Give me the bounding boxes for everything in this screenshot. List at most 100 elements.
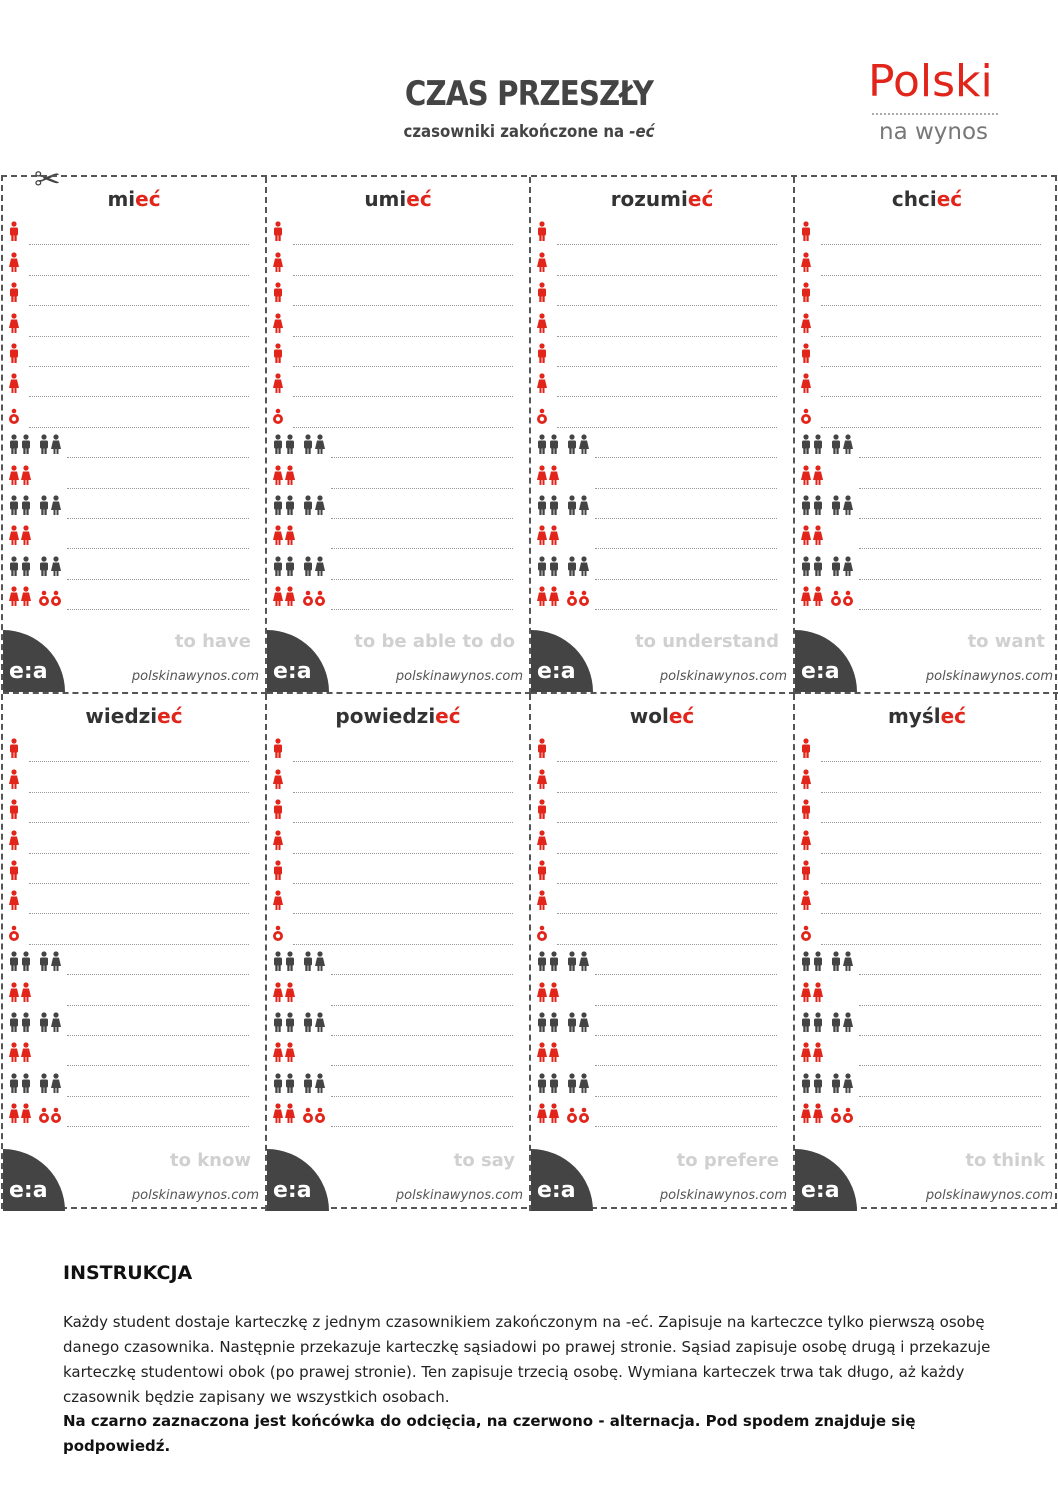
answer-line[interactable] [821, 244, 1041, 246]
answer-line[interactable] [29, 396, 249, 398]
answer-line[interactable] [595, 578, 777, 580]
answer-line[interactable] [67, 1004, 249, 1006]
answer-line[interactable] [67, 1126, 249, 1128]
answer-line[interactable] [557, 426, 777, 428]
answer-line[interactable] [821, 943, 1041, 945]
answer-line[interactable] [293, 426, 513, 428]
answer-line[interactable] [557, 761, 777, 763]
answer-line[interactable] [29, 365, 249, 367]
answer-line[interactable] [331, 578, 513, 580]
answer-line[interactable] [67, 517, 249, 519]
answer-line[interactable] [29, 335, 249, 337]
answer-line[interactable] [557, 852, 777, 854]
answer-line[interactable] [557, 882, 777, 884]
answer-line[interactable] [557, 943, 777, 945]
answer-line[interactable] [331, 1065, 513, 1067]
answer-line[interactable] [595, 548, 777, 550]
answer-line[interactable] [859, 487, 1041, 489]
answer-line[interactable] [293, 943, 513, 945]
answer-line[interactable] [595, 1095, 777, 1097]
answer-line[interactable] [859, 457, 1041, 459]
answer-line[interactable] [331, 548, 513, 550]
answer-line[interactable] [293, 274, 513, 276]
answer-line[interactable] [67, 1065, 249, 1067]
answer-line[interactable] [67, 1034, 249, 1036]
answer-line[interactable] [821, 791, 1041, 793]
answer-line[interactable] [67, 974, 249, 976]
answer-line[interactable] [29, 305, 249, 307]
answer-line[interactable] [557, 244, 777, 246]
answer-line[interactable] [595, 1034, 777, 1036]
answer-line[interactable] [821, 396, 1041, 398]
answer-line[interactable] [595, 457, 777, 459]
answer-line[interactable] [859, 1126, 1041, 1128]
answer-line[interactable] [595, 1065, 777, 1067]
answer-line[interactable] [293, 822, 513, 824]
answer-line[interactable] [821, 913, 1041, 915]
answer-line[interactable] [331, 487, 513, 489]
answer-line[interactable] [293, 244, 513, 246]
answer-line[interactable] [293, 396, 513, 398]
answer-line[interactable] [29, 822, 249, 824]
answer-line[interactable] [859, 517, 1041, 519]
answer-line[interactable] [29, 274, 249, 276]
answer-line[interactable] [293, 913, 513, 915]
answer-line[interactable] [293, 882, 513, 884]
answer-line[interactable] [331, 1004, 513, 1006]
answer-line[interactable] [331, 1095, 513, 1097]
answer-line[interactable] [331, 1034, 513, 1036]
answer-line[interactable] [293, 305, 513, 307]
answer-line[interactable] [595, 487, 777, 489]
answer-line[interactable] [557, 913, 777, 915]
answer-line[interactable] [293, 761, 513, 763]
answer-line[interactable] [29, 426, 249, 428]
answer-line[interactable] [557, 791, 777, 793]
answer-line[interactable] [331, 609, 513, 611]
answer-line[interactable] [859, 974, 1041, 976]
answer-line[interactable] [821, 426, 1041, 428]
answer-line[interactable] [67, 457, 249, 459]
answer-line[interactable] [29, 244, 249, 246]
answer-line[interactable] [67, 609, 249, 611]
answer-line[interactable] [821, 852, 1041, 854]
answer-line[interactable] [557, 305, 777, 307]
answer-line[interactable] [331, 1126, 513, 1128]
answer-line[interactable] [859, 1095, 1041, 1097]
answer-line[interactable] [557, 822, 777, 824]
answer-line[interactable] [557, 365, 777, 367]
answer-line[interactable] [859, 1034, 1041, 1036]
answer-line[interactable] [821, 761, 1041, 763]
answer-line[interactable] [557, 274, 777, 276]
answer-line[interactable] [67, 487, 249, 489]
answer-line[interactable] [595, 1004, 777, 1006]
answer-line[interactable] [821, 274, 1041, 276]
answer-line[interactable] [821, 305, 1041, 307]
answer-line[interactable] [29, 852, 249, 854]
answer-line[interactable] [29, 913, 249, 915]
answer-line[interactable] [293, 335, 513, 337]
answer-line[interactable] [67, 1095, 249, 1097]
answer-line[interactable] [595, 974, 777, 976]
answer-line[interactable] [557, 335, 777, 337]
answer-line[interactable] [821, 365, 1041, 367]
answer-line[interactable] [29, 943, 249, 945]
answer-line[interactable] [859, 609, 1041, 611]
answer-line[interactable] [29, 761, 249, 763]
answer-line[interactable] [293, 852, 513, 854]
answer-line[interactable] [293, 791, 513, 793]
answer-line[interactable] [821, 822, 1041, 824]
answer-line[interactable] [859, 1065, 1041, 1067]
answer-line[interactable] [293, 365, 513, 367]
answer-line[interactable] [331, 517, 513, 519]
answer-line[interactable] [67, 578, 249, 580]
answer-line[interactable] [557, 396, 777, 398]
answer-line[interactable] [821, 335, 1041, 337]
answer-line[interactable] [859, 1004, 1041, 1006]
answer-line[interactable] [331, 457, 513, 459]
answer-line[interactable] [821, 882, 1041, 884]
answer-line[interactable] [29, 882, 249, 884]
answer-line[interactable] [595, 609, 777, 611]
answer-line[interactable] [859, 548, 1041, 550]
answer-line[interactable] [29, 791, 249, 793]
answer-line[interactable] [595, 1126, 777, 1128]
